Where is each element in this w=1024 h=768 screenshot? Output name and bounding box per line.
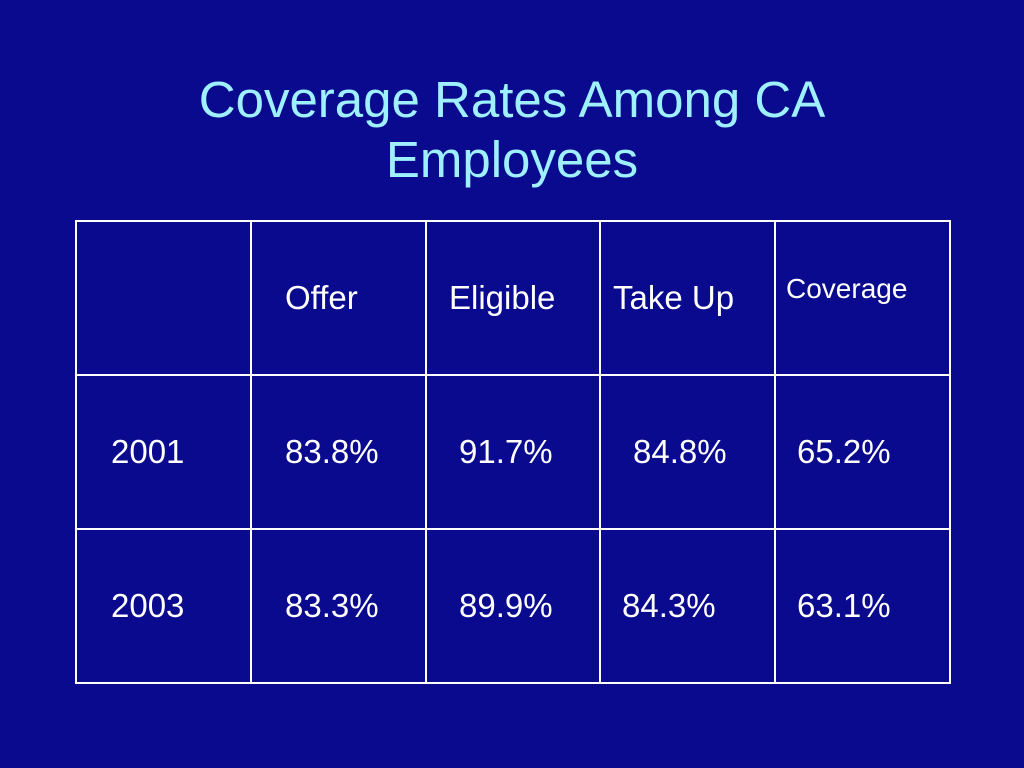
offer-value-cell: 83.8% — [250, 374, 427, 530]
table-header-row: Offer Eligible Take Up Coverage — [75, 220, 951, 376]
take-up-value-cell: 84.3% — [599, 528, 776, 684]
offer-value: 83.3% — [285, 587, 379, 624]
coverage-value-cell: 65.2% — [774, 374, 951, 530]
take-up-value-cell: 84.8% — [599, 374, 776, 530]
coverage-value: 63.1% — [797, 587, 891, 624]
row-label-cell: 2003 — [75, 528, 252, 684]
table-row: 2003 83.3% 89.9% 84.3% 63.1% — [75, 528, 951, 684]
eligible-value: 89.9% — [459, 587, 553, 624]
header-label-eligible: Eligible — [449, 279, 556, 316]
eligible-value: 91.7% — [459, 433, 553, 470]
header-cell-coverage: Coverage — [774, 220, 951, 376]
row-label: 2001 — [111, 433, 185, 470]
slide-title-line2: Employees — [385, 131, 639, 188]
coverage-table: Offer Eligible Take Up Coverage 2001 83.… — [75, 220, 951, 684]
header-cell-offer: Offer — [250, 220, 427, 376]
slide-title-line1: Coverage Rates Among CA — [198, 71, 826, 128]
coverage-value: 65.2% — [797, 433, 891, 470]
eligible-value-cell: 89.9% — [425, 528, 601, 684]
table-row: 2001 83.8% 91.7% 84.8% 65.2% — [75, 374, 951, 530]
row-label-cell: 2001 — [75, 374, 252, 530]
header-label-offer: Offer — [285, 279, 358, 316]
take-up-value: 84.8% — [633, 433, 727, 470]
row-label: 2003 — [111, 587, 185, 624]
header-label-take-up: Take Up — [613, 279, 735, 316]
header-label-coverage: Coverage — [786, 272, 908, 304]
eligible-value-cell: 91.7% — [425, 374, 601, 530]
coverage-value-cell: 63.1% — [774, 528, 951, 684]
offer-value: 83.8% — [285, 433, 379, 470]
header-cell-take-up: Take Up — [599, 220, 776, 376]
take-up-value: 84.3% — [622, 587, 716, 624]
slide-title: Coverage Rates Among CA Employees — [0, 70, 1024, 190]
header-cell-eligible: Eligible — [425, 220, 601, 376]
header-cell-empty — [75, 220, 252, 376]
offer-value-cell: 83.3% — [250, 528, 427, 684]
